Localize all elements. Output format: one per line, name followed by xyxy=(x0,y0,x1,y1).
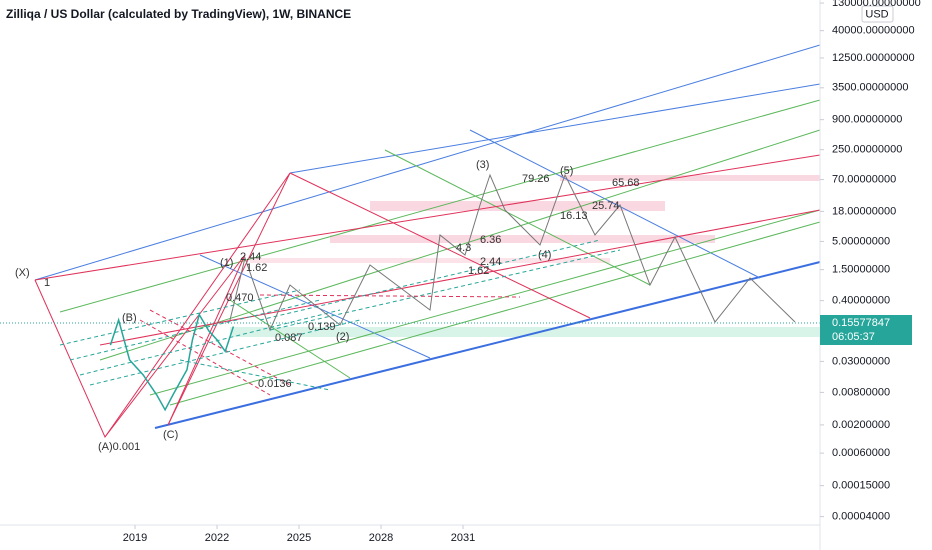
wave-line xyxy=(34,172,291,439)
price-axis-panel xyxy=(820,0,932,550)
y-tick-label: 12500.00000000 xyxy=(832,52,915,64)
y-tick-label: 0.40000000 xyxy=(832,295,890,307)
annotation: 2.44 xyxy=(240,251,261,263)
y-tick-label: 3500.00000000 xyxy=(832,82,908,94)
fan-line xyxy=(89,319,361,386)
annotation: (4) xyxy=(538,249,551,261)
annotation: 2.44 xyxy=(480,256,501,268)
annotation: 1.62 xyxy=(468,265,489,277)
channel-line xyxy=(154,261,821,429)
x-tick-label: 2025 xyxy=(287,532,311,544)
drawings xyxy=(34,44,821,439)
annotation: (C) xyxy=(163,429,178,441)
annotation: (X) xyxy=(15,267,30,279)
y-tick-label: 0.00015000 xyxy=(832,480,890,492)
chart-title: Zilliqa / US Dollar (calculated by Tradi… xyxy=(6,7,351,21)
y-tick-label: 130000.00000000 xyxy=(832,0,921,9)
channel-line xyxy=(469,129,761,279)
x-tick-label: 2028 xyxy=(369,532,393,544)
annotation: 25.74 xyxy=(592,200,620,212)
fan-line xyxy=(179,359,331,391)
annotation: (3) xyxy=(476,159,489,171)
y-tick-label: 70.00000000 xyxy=(832,173,896,185)
annotation: 1.62 xyxy=(246,262,267,274)
annotation: 16.13 xyxy=(560,210,588,222)
y-tick-label: 40000.00000000 xyxy=(832,25,915,37)
annotation: (5) xyxy=(560,165,573,177)
projection-path xyxy=(229,173,796,332)
last-price: 0.15577847 xyxy=(832,317,890,329)
x-tick-label: 2019 xyxy=(123,532,147,544)
wave-line xyxy=(104,254,246,438)
zone xyxy=(230,327,820,337)
fork-line xyxy=(169,221,821,406)
annotation: (A)0.001 xyxy=(98,441,140,453)
fork-line xyxy=(149,209,821,396)
y-tick-label: 0.00200000 xyxy=(832,419,890,431)
y-tick-label: 5.00000000 xyxy=(832,235,890,247)
fan-line xyxy=(79,309,341,376)
price-line xyxy=(109,312,235,412)
zone xyxy=(370,201,665,211)
annotation: 0.087 xyxy=(275,332,303,344)
channel-line xyxy=(199,254,431,359)
y-tick-label: 1.50000000 xyxy=(832,264,890,276)
annotation: 4.3 xyxy=(456,242,471,254)
fork-line xyxy=(99,129,821,361)
y-tick-label: 0.00004000 xyxy=(832,511,890,523)
fan-line xyxy=(269,249,621,331)
channel-line xyxy=(289,83,821,174)
zone xyxy=(330,235,715,243)
y-tick-label: 0.00800000 xyxy=(832,386,890,398)
channel-line xyxy=(34,44,821,281)
fan-line xyxy=(149,309,291,386)
countdown: 06:05:37 xyxy=(832,331,875,343)
fork-line xyxy=(384,149,651,286)
annotation: 79.26 xyxy=(522,173,550,185)
fan-line xyxy=(59,289,301,346)
fork-line xyxy=(34,154,821,281)
fork-line xyxy=(289,172,591,319)
y-tick-label: 0.03000000 xyxy=(832,355,890,367)
annotation: 0.139 xyxy=(308,321,336,333)
annotation: 6.36 xyxy=(480,234,501,246)
annotation: 1 xyxy=(44,277,50,289)
annotation: 65.68 xyxy=(612,177,640,189)
currency-label[interactable]: USD xyxy=(865,8,888,20)
price-badge xyxy=(820,315,912,345)
y-tick-label: 250.00000000 xyxy=(832,144,902,156)
fork-line xyxy=(229,299,351,379)
fork-line xyxy=(99,209,821,346)
annotation: (1) xyxy=(220,257,233,269)
zone xyxy=(250,258,610,263)
annotation: (B) xyxy=(122,312,137,324)
x-tick-label: 2031 xyxy=(451,532,475,544)
zone xyxy=(560,175,820,181)
currency-button[interactable] xyxy=(861,5,894,23)
annotation: 0.0136 xyxy=(258,378,292,390)
x-tick-label: 2022 xyxy=(205,532,229,544)
y-tick-label: 0.00060000 xyxy=(832,447,890,459)
annotation: 0.470 xyxy=(226,292,254,304)
annotation: (2) xyxy=(336,331,349,343)
y-tick-label: 900.00000000 xyxy=(832,114,902,126)
y-tick-label: 18.00000000 xyxy=(832,205,896,217)
fork-line xyxy=(59,99,821,313)
